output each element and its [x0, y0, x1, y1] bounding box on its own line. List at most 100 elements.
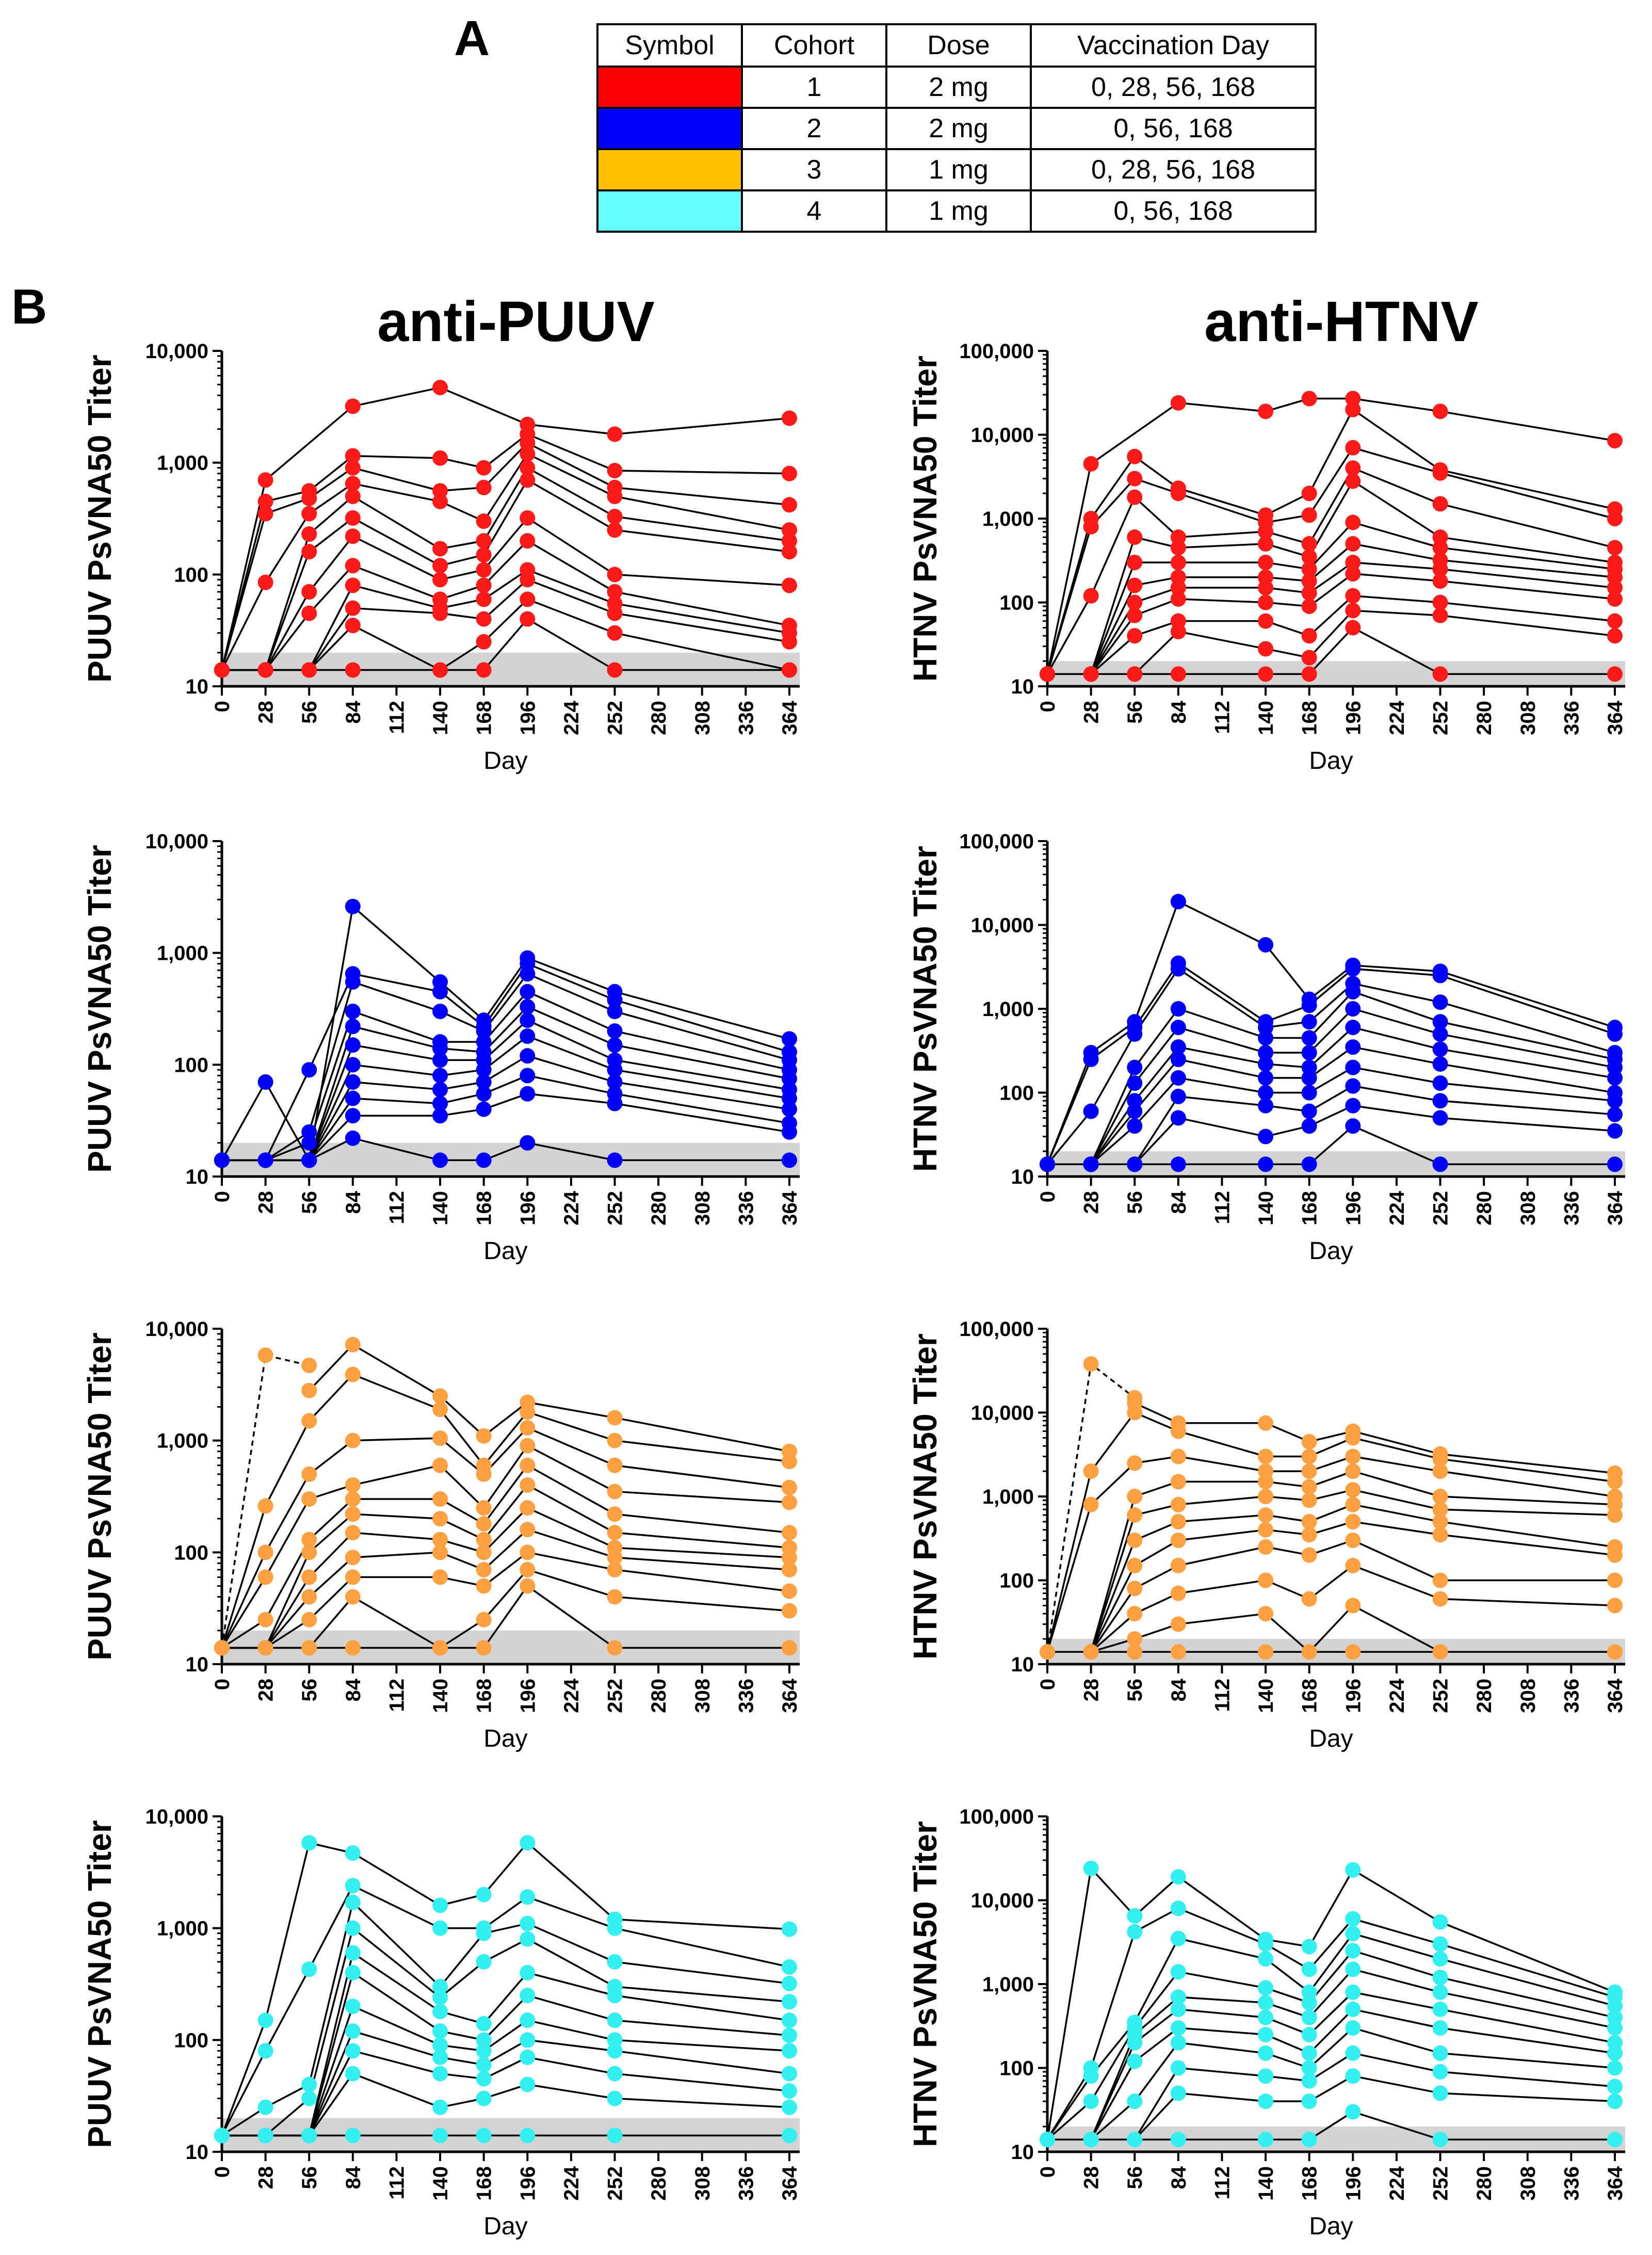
htnv-c3-data-point: [1083, 1356, 1099, 1372]
puuv-c3-data-point: [257, 1612, 273, 1628]
htnv-c4-data-point: [1432, 2064, 1448, 2080]
puuv-c4-data-point: [476, 2016, 492, 2032]
puuv-c2-xtick-label: 364: [779, 1190, 801, 1225]
puuv-c4-data-point: [345, 1999, 361, 2015]
htnv-c1-data-point: [1258, 613, 1274, 629]
htnv-c2-data-point: [1301, 1085, 1317, 1101]
htnv-c2-data-point: [1432, 1156, 1448, 1172]
htnv-c3-xtick-label: 252: [1430, 1679, 1452, 1713]
htnv-c3-data-point: [1127, 1405, 1143, 1421]
puuv-c3-data-point: [345, 1491, 361, 1507]
puuv-c1-data-point: [476, 533, 492, 549]
puuv-c4-data-point: [257, 2128, 273, 2144]
puuv-c2-ylabel: PUUV PsVNA50 Titer: [81, 845, 118, 1173]
puuv-c4-data-point: [432, 2023, 448, 2039]
htnv-c3-xtick-label: 224: [1386, 1678, 1408, 1713]
puuv-c4-data-point: [782, 2128, 797, 2144]
htnv-c3-data-point: [1083, 1463, 1099, 1479]
puuv-c1-data-point: [432, 541, 448, 557]
puuv-c4-xtick-label: 280: [647, 2166, 670, 2201]
htnv-c1-data-point: [1258, 554, 1274, 570]
htnv-c1-data-point: [1258, 524, 1274, 540]
legend-dose: 2 mg: [885, 107, 1032, 150]
htnv-c1-data-point: [1432, 465, 1448, 481]
htnv-c1-xtick-label: 196: [1342, 701, 1365, 735]
puuv-c2-data-point: [782, 1031, 797, 1047]
puuv-c4-data-point: [432, 1920, 448, 1936]
puuv-c2-ytick-label: 1,000: [157, 942, 208, 965]
puuv-c2-data-point: [214, 1152, 230, 1168]
htnv-c1-data-point: [1432, 540, 1448, 556]
puuv-c2-data-point: [607, 1096, 623, 1112]
puuv-c2-data-point: [345, 1108, 361, 1124]
htnv-c1-data-point: [1607, 540, 1623, 556]
column-title-htnv: anti-HTNV: [1204, 290, 1479, 353]
htnv-c4-xtick-label: 112: [1211, 2166, 1234, 2200]
puuv-c2-data-point: [782, 1071, 797, 1087]
puuv-c4-xtick-label: 168: [473, 2166, 496, 2201]
puuv-c2-data-point: [257, 1074, 273, 1090]
htnv-c2-data-point: [1432, 1075, 1448, 1091]
htnv-c1-data-point: [1432, 561, 1448, 577]
htnv-c2-data-point: [1170, 1001, 1186, 1017]
puuv-c3-xtick-label: 336: [735, 1679, 757, 1713]
htnv-c4-data-point: [1258, 2026, 1274, 2042]
puuv-c1-data-point: [432, 380, 448, 396]
htnv-c2-data-point: [1170, 1110, 1186, 1126]
htnv-c1-data-point: [1432, 496, 1448, 512]
puuv-c1-data-point: [432, 483, 448, 499]
htnv-c3-data-point: [1127, 1644, 1143, 1660]
htnv-c1-data-point: [1607, 511, 1623, 526]
htnv-c3-data-point: [1607, 1572, 1623, 1588]
htnv-c4-data-point: [1083, 2093, 1099, 2109]
puuv-c1-data-point: [301, 662, 317, 678]
htnv-c1-data-point: [1345, 554, 1361, 570]
puuv-c1-data-point: [345, 488, 361, 504]
puuv-c3-data-point: [520, 1544, 536, 1560]
htnv-c4-data-point: [1258, 2068, 1274, 2084]
puuv-c4-xtick-label: 56: [298, 2166, 321, 2189]
puuv-c3-data-point: [476, 1561, 492, 1577]
puuv-c3-data-point: [432, 1544, 448, 1560]
htnv-c3-data-point: [1345, 1644, 1361, 1660]
legend-dose: 1 mg: [885, 189, 1032, 233]
puuv-c1-data-point: [476, 577, 492, 593]
htnv-c2-ytick-label: 1,000: [982, 998, 1034, 1021]
puuv-c1-data-point: [257, 662, 273, 678]
htnv-c4-data-point: [1432, 1951, 1448, 1967]
htnv-c1-xtick-label: 364: [1604, 700, 1627, 735]
puuv-c2-ytick-label: 10: [186, 1166, 209, 1188]
htnv-c1-data-point: [1258, 404, 1274, 420]
column-title-puuv: anti-PUUV: [377, 290, 655, 353]
legend-swatch-cohort-1: [596, 66, 743, 109]
puuv-c3-data-point: [476, 1516, 492, 1532]
htnv-c2-xtick-label: 56: [1124, 1191, 1146, 1214]
puuv-c1-data-point: [476, 591, 492, 607]
puuv-c3-xtick-label: 28: [255, 1679, 278, 1702]
puuv-c1-data-point: [432, 662, 448, 678]
puuv-c1-data-point: [432, 605, 448, 621]
htnv-c3-data-point: [1083, 1644, 1099, 1660]
htnv-c2-data-point: [1170, 1051, 1186, 1067]
htnv-c1-data-point: [1345, 440, 1361, 456]
htnv-c2-data-point: [1607, 1123, 1623, 1139]
puuv-c4-data-point: [607, 1954, 623, 1970]
puuv-c1-data-point: [345, 600, 361, 616]
htnv-c2-ytick-label: 10: [1011, 1166, 1034, 1188]
htnv-c2-data-point: [1607, 1093, 1623, 1109]
htnv-c1-data-point: [1258, 666, 1274, 682]
puuv-c1-data-point: [345, 460, 361, 476]
puuv-c2-data-point: [476, 1101, 492, 1117]
htnv-c2-xtick-label: 168: [1299, 1191, 1321, 1226]
puuv-c1-data-point: [476, 513, 492, 529]
htnv-c1-data-point: [1170, 554, 1186, 570]
puuv-c2-data-point: [607, 1074, 623, 1090]
puuv-c2-xtick-label: 308: [691, 1191, 714, 1226]
puuv-c4-xtick-label: 252: [604, 2166, 627, 2201]
puuv-c4-data-point: [432, 1989, 448, 2005]
puuv-c2-xtick-label: 112: [385, 1191, 408, 1225]
puuv-c3-data-point: [432, 1640, 448, 1656]
puuv-c3-data-point: [432, 1388, 448, 1404]
htnv-c4-data-point: [1432, 2020, 1448, 2036]
puuv-c3-data-point: [782, 1561, 797, 1577]
